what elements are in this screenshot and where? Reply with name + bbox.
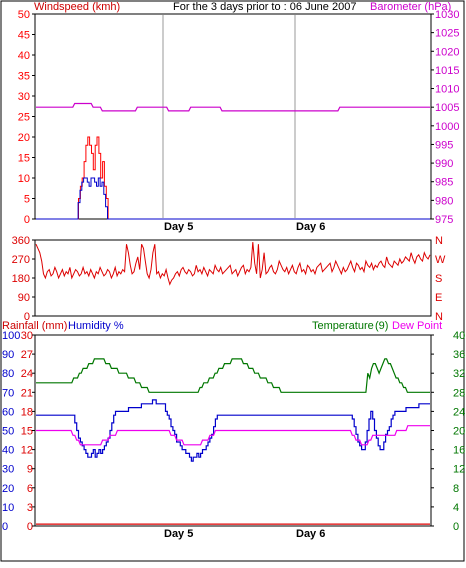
- barometer-line: [36, 102, 430, 112]
- rainfall-y-tick-label: 27: [21, 349, 33, 361]
- humidity-y-tick-label: 80: [2, 368, 14, 380]
- wind-y-tick-label: 50: [18, 9, 30, 21]
- temperature-y-tick-label: 40: [453, 330, 465, 342]
- temperature-y-tick-label: 20: [453, 426, 465, 438]
- windspeed-axis-title: Windspeed (kmh): [34, 1, 120, 13]
- rainfall-y-tick-label: 24: [21, 368, 33, 380]
- rainfall-y-tick-label: 3: [27, 502, 33, 514]
- wind-y-tick-label: 10: [18, 173, 30, 185]
- compass-tick-label: N: [435, 235, 443, 247]
- dewpoint-axis-title: Dew Point: [392, 320, 442, 332]
- wind-day-dividers: [162, 15, 296, 218]
- barometer-y-tick-label: 1015: [435, 65, 459, 77]
- temperature-y-tick-label: 8: [453, 483, 459, 495]
- direction-y-axis: 0 90 180 270 360: [12, 235, 35, 323]
- day6-label-bottom: Day 6: [296, 528, 325, 540]
- humidity-y-tick-label: 0: [2, 521, 8, 533]
- rainfall-axis-title: Rainfall (mm): [2, 320, 67, 332]
- temperature-y-axis: 0 4 8 12 16 20 24 28 32 36 40: [431, 330, 465, 533]
- barometer-y-tick-label: 975: [435, 214, 453, 226]
- wind-panel-frame: [34, 13, 432, 220]
- rainfall-y-tick-label: 6: [27, 483, 33, 495]
- humidity-y-tick-label: 90: [2, 349, 14, 361]
- wind-y-tick-label: 5: [24, 194, 30, 206]
- chart-period-title: For the 3 days prior to : 06 June 2007: [173, 1, 356, 13]
- wind-y-axis: 0 5 10 15 20 25 30 35 40 45 50: [18, 9, 35, 226]
- wind-y-tick-label: 15: [18, 153, 30, 165]
- wind-avg-line: [36, 177, 430, 220]
- temperature-y-tick-label: 4: [453, 502, 459, 514]
- humidity-y-tick-label: 40: [2, 445, 14, 457]
- barometer-y-tick-label: 1010: [435, 84, 459, 96]
- direction-y-tick-label: 270: [12, 254, 30, 266]
- compass-tick-label: N: [435, 311, 443, 323]
- barometer-y-tick-label: 990: [435, 158, 453, 170]
- wind-y-tick-label: 30: [18, 91, 30, 103]
- humidity-line: [36, 399, 430, 462]
- barometer-y-tick-label: 1020: [435, 46, 459, 58]
- barometer-y-tick-label: 985: [435, 177, 453, 189]
- temperature-y-tick-label: 32: [453, 368, 465, 380]
- wind-y-tick-label: 40: [18, 50, 30, 62]
- direction-series-group: [35, 242, 431, 286]
- rainfall-y-tick-label: 15: [21, 426, 33, 438]
- rainfall-y-tick-label: 9: [27, 464, 33, 476]
- wind-y-tick-label: 45: [18, 30, 30, 42]
- direction-y-tick-label: 360: [12, 235, 30, 247]
- barometer-axis-title: Barometer (hPa): [370, 1, 451, 13]
- barometer-y-tick-label: 980: [435, 195, 453, 207]
- humidity-y-tick-label: 20: [2, 483, 14, 495]
- wind-y-tick-label: 0: [24, 214, 30, 226]
- temperature-line: [36, 358, 430, 393]
- barometer-y-tick-label: 1005: [435, 102, 459, 114]
- rainfall-y-axis: 0 3 6 9 12 15 18 21 24 27 30: [21, 330, 35, 533]
- temperature-y-tick-label: 16: [453, 445, 465, 457]
- temperature-y-tick-label: 36: [453, 349, 465, 361]
- humidity-y-tick-label: 70: [2, 387, 14, 399]
- humidity-y-tick-label: 100: [2, 330, 20, 342]
- temperature-y-tick-label: 12: [453, 464, 465, 476]
- barometer-y-tick-label: 1030: [435, 9, 459, 21]
- barometer-y-tick-label: 1025: [435, 28, 459, 40]
- compass-tick-label: W: [435, 254, 446, 266]
- compass-tick-label: E: [435, 292, 442, 304]
- temperature-y-tick-label: 0: [453, 521, 459, 533]
- direction-y-tick-label: 0: [24, 311, 30, 323]
- day5-label-bottom: Day 5: [164, 528, 193, 540]
- rainfall-y-tick-label: 30: [21, 330, 33, 342]
- direction-line: [35, 242, 431, 286]
- wind-y-tick-label: 20: [18, 132, 30, 144]
- wind-y-tick-label: 35: [18, 71, 30, 83]
- dewpoint-line: [36, 425, 430, 446]
- direction-y-tick-label: 90: [18, 292, 30, 304]
- humidity-y-axis: 0 10 20 30 40 50 60 70 80 90 100: [2, 330, 20, 533]
- temperature-axis-title: Temperature: [312, 320, 374, 332]
- humidity-y-tick-label: 50: [2, 426, 14, 438]
- rainfall-y-tick-label: 12: [21, 445, 33, 457]
- barometer-y-axis: 975 980 985 990 995 1000 1005 1010 1015 1020 1025 1…: [431, 9, 459, 226]
- day6-label-top: Day 6: [296, 221, 325, 233]
- direction-y-tick-label: 180: [12, 273, 30, 285]
- humidity-y-tick-label: 30: [2, 464, 14, 476]
- rainfall-y-tick-label: 0: [27, 521, 33, 533]
- barometer-y-tick-label: 1000: [435, 121, 459, 133]
- temp-series-group: [36, 358, 430, 525]
- wind-y-tick-label: 25: [18, 112, 30, 124]
- temperature-symbol: (9): [375, 320, 388, 332]
- day5-label-top: Day 5: [164, 221, 193, 233]
- barometer-y-tick-label: 995: [435, 139, 453, 151]
- rainfall-y-tick-label: 18: [21, 406, 33, 418]
- humidity-y-tick-label: 60: [2, 406, 14, 418]
- wind-series-group: [36, 102, 430, 220]
- rainfall-y-tick-label: 21: [21, 387, 33, 399]
- compass-tick-label: S: [435, 273, 442, 285]
- temperature-y-tick-label: 24: [453, 406, 465, 418]
- humidity-axis-title: Humidity %: [68, 320, 124, 332]
- temperature-y-tick-label: 28: [453, 387, 465, 399]
- humidity-y-tick-label: 10: [2, 502, 14, 514]
